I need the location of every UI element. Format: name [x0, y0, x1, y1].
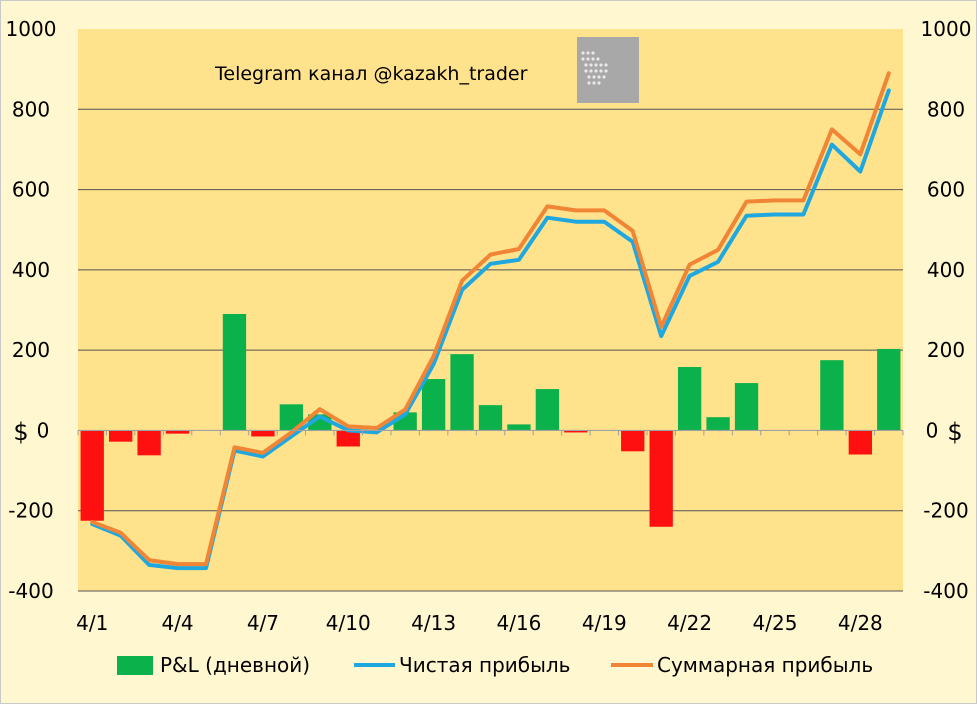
legend-label-total: Суммарная прибыль: [657, 653, 873, 677]
logo-dot: [587, 75, 591, 79]
logo-dot: [581, 51, 585, 55]
x-tick-label: 4/16: [496, 611, 541, 635]
pnl-bar: [450, 354, 474, 431]
logo-dot: [587, 81, 591, 85]
y-tick-label-right: -400: [923, 579, 968, 603]
y-tick-label-left: -400: [8, 579, 53, 603]
logo-dot: [584, 63, 588, 67]
pnl-bar: [877, 348, 901, 431]
pnl-bar: [421, 379, 446, 431]
pnl-bar: [478, 405, 503, 431]
x-tick-label: 4/22: [667, 611, 712, 635]
pnl-bar: [336, 430, 360, 447]
pnl-bar: [279, 404, 304, 431]
logo-dots: [581, 51, 608, 85]
y-tick-label-right: 800: [927, 97, 965, 121]
logo-dot: [599, 69, 603, 73]
y-tick-label-left-zero: 0: [37, 418, 50, 442]
x-tick-label: 4/7: [247, 611, 279, 635]
logo-dot: [586, 51, 590, 55]
y-axis-right: -400 -200 200 400 600 800 1000 0: [921, 17, 972, 603]
y-tick-label-left: 400: [12, 258, 50, 282]
watermark-text: Telegram канал @kazakh_trader: [214, 63, 528, 85]
pnl-bar: [165, 430, 190, 434]
grid-lines: [78, 108, 903, 592]
legend-label-pnl: P&L (дневной): [160, 653, 310, 677]
y-tick-label-left: 1000: [6, 17, 57, 41]
logo-dot: [594, 63, 598, 67]
logo-dot: [586, 57, 590, 61]
y-axis-right-unit: $: [947, 418, 962, 446]
logo-dot: [602, 75, 606, 79]
y-axis-left: -400 -200 200 400 600 800 1000 0: [6, 17, 57, 603]
y-tick-label-right: 400: [927, 258, 965, 282]
y-tick-label-left: 600: [12, 178, 50, 202]
pnl-bar: [109, 430, 133, 442]
x-tick-label: 4/19: [582, 611, 627, 635]
pnl-bar: [621, 430, 645, 452]
y-tick-label-right: -200: [923, 499, 968, 523]
y-tick-label-right: 200: [927, 338, 965, 362]
legend-label-net: Чистая прибыль: [399, 653, 570, 677]
y-tick-label-right: 600: [927, 178, 965, 202]
y-tick-label-left: -200: [8, 499, 53, 523]
logo-dot: [604, 69, 608, 73]
logo-dot: [589, 69, 593, 73]
pnl-bar: [848, 430, 872, 455]
x-tick-label: 4/13: [411, 611, 456, 635]
logo-dot: [597, 81, 601, 85]
y-tick-label-right: 1000: [921, 17, 972, 41]
logo-image: [577, 37, 639, 103]
logo-dot: [581, 57, 585, 61]
pnl-bar: [820, 360, 844, 431]
pnl-bar: [507, 424, 531, 431]
total-profit-line: [90, 71, 891, 567]
pnl-bar: [677, 367, 702, 431]
y-tick-label-left: 800: [12, 97, 50, 121]
pnl-bar: [535, 389, 560, 431]
logo-dot: [591, 51, 595, 55]
pnl-bar: [649, 430, 673, 527]
pnl-bar: [564, 430, 588, 433]
logo-dot: [599, 63, 603, 67]
y-axis-left-unit: $: [13, 418, 28, 446]
pnl-bars: [80, 314, 901, 527]
x-tick-label: 4/25: [753, 611, 798, 635]
x-tick-label: 4/1: [76, 611, 108, 635]
y-tick-label-right-zero: 0: [926, 418, 939, 442]
pnl-bar: [706, 417, 730, 431]
x-tick-label: 4/10: [326, 611, 371, 635]
logo-dot: [594, 69, 598, 73]
pnl-bar: [222, 314, 247, 431]
logo-dot: [591, 57, 595, 61]
pnl-bar: [80, 430, 104, 521]
logo-dot: [596, 57, 600, 61]
legend: P&L (дневной) Чистая прибыль Суммарная п…: [117, 653, 873, 677]
logo-dot: [597, 75, 601, 79]
logo-dot: [604, 63, 608, 67]
logo-dot: [592, 75, 596, 79]
x-tick-label: 4/4: [161, 611, 193, 635]
pnl-bar: [734, 383, 759, 431]
logo-dot: [584, 69, 588, 73]
logo-dot: [589, 63, 593, 67]
pnl-bar: [251, 430, 275, 437]
logo-dot: [592, 81, 596, 85]
plot-area: [78, 29, 903, 591]
x-axis: 4/1 4/4 4/7 4/10 4/13 4/16 4/19 4/22 4/25 4/28: [76, 429, 904, 635]
y-tick-label-left: 200: [12, 338, 50, 362]
legend-swatch-pnl: [117, 656, 153, 675]
profit-lines: [90, 71, 891, 571]
pnl-bar: [137, 430, 161, 456]
x-tick-label: 4/28: [838, 611, 883, 635]
